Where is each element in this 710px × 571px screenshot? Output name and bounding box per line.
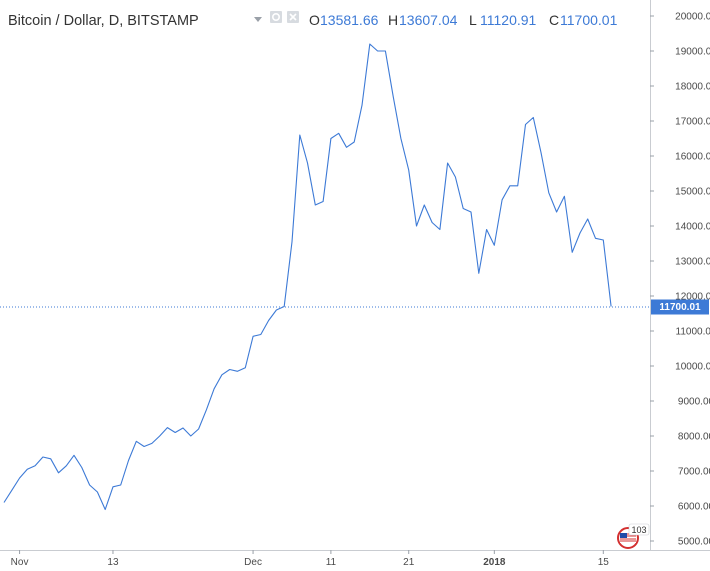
y-tick-label: 8000.00	[678, 432, 710, 443]
badge-count: 103	[631, 525, 646, 535]
y-tick-label: 11000.00	[676, 327, 710, 338]
ohlc-value: 11120.91	[480, 12, 537, 28]
last-price-tag: 11700.01	[651, 299, 709, 315]
ohlc-value: 13607.04	[399, 12, 458, 28]
x-tick-label: Nov	[11, 557, 29, 568]
price-series-line	[3, 43, 612, 511]
ohlc-value: 13581.66	[320, 12, 379, 28]
y-tick-label: 7000.00	[678, 467, 710, 478]
y-tick-label: 12000.00	[675, 292, 710, 303]
ohlc-key: L	[469, 12, 477, 28]
x-tick-label: 11	[326, 557, 337, 568]
ohlc-value: 11700.01	[560, 12, 618, 28]
y-tick-label: 16000.00	[675, 152, 710, 163]
dropdown-caret-icon[interactable]	[254, 17, 262, 22]
x-tick-label: 21	[403, 557, 415, 568]
ohlc-values: O 13581.66 H 13607.04 L 11120.91 C 11700.01	[309, 12, 618, 28]
y-axis-ticks: 5000.00 6000.00 7000.00 8000.00 9000.00 10000…	[650, 12, 710, 548]
x-tick-label: 13	[107, 557, 119, 568]
y-tick-label: 10000.00	[675, 362, 710, 373]
x-tick-label: Dec	[244, 557, 262, 568]
x-tick-label: 2018	[483, 557, 506, 568]
y-tick-label: 17000.00	[675, 117, 710, 128]
close-icon[interactable]	[287, 11, 299, 23]
price-axis-panel[interactable]	[650, 0, 710, 550]
y-tick-label: 15000.00	[675, 187, 710, 198]
settings-gear-icon[interactable]	[270, 11, 282, 23]
ohlc-key: O	[309, 12, 320, 28]
y-tick-label: 6000.00	[678, 502, 710, 513]
y-tick-label: 20000.00	[675, 12, 710, 23]
time-axis-panel[interactable]	[0, 550, 710, 571]
us-flag-economic-calendar-icon[interactable]: 103	[617, 523, 650, 549]
y-tick-label: 5000.00	[678, 537, 710, 548]
x-axis-ticks: Nov 13 Dec 11 21 2018 15	[11, 550, 610, 568]
chart-legend: Bitcoin / Dollar, D, BITSTAMP O 13581.66 H…	[8, 11, 618, 29]
series-group	[3, 43, 612, 511]
plot-area[interactable]	[0, 0, 650, 550]
last-price-tag-bg	[651, 299, 709, 315]
y-tick-label: 14000.00	[675, 222, 710, 233]
x-tick-label: 15	[598, 557, 610, 568]
y-tick-label: 13000.00	[675, 257, 710, 268]
ohlc-key: H	[388, 12, 398, 28]
y-tick-label: 18000.00	[675, 82, 710, 93]
last-price-tag-label: 11700.01	[659, 302, 701, 313]
y-tick-label: 19000.00	[675, 47, 710, 58]
y-tick-label: 9000.00	[678, 397, 710, 408]
symbol-title[interactable]: Bitcoin / Dollar, D, BITSTAMP	[8, 13, 199, 29]
ohlc-key: C	[549, 12, 559, 28]
